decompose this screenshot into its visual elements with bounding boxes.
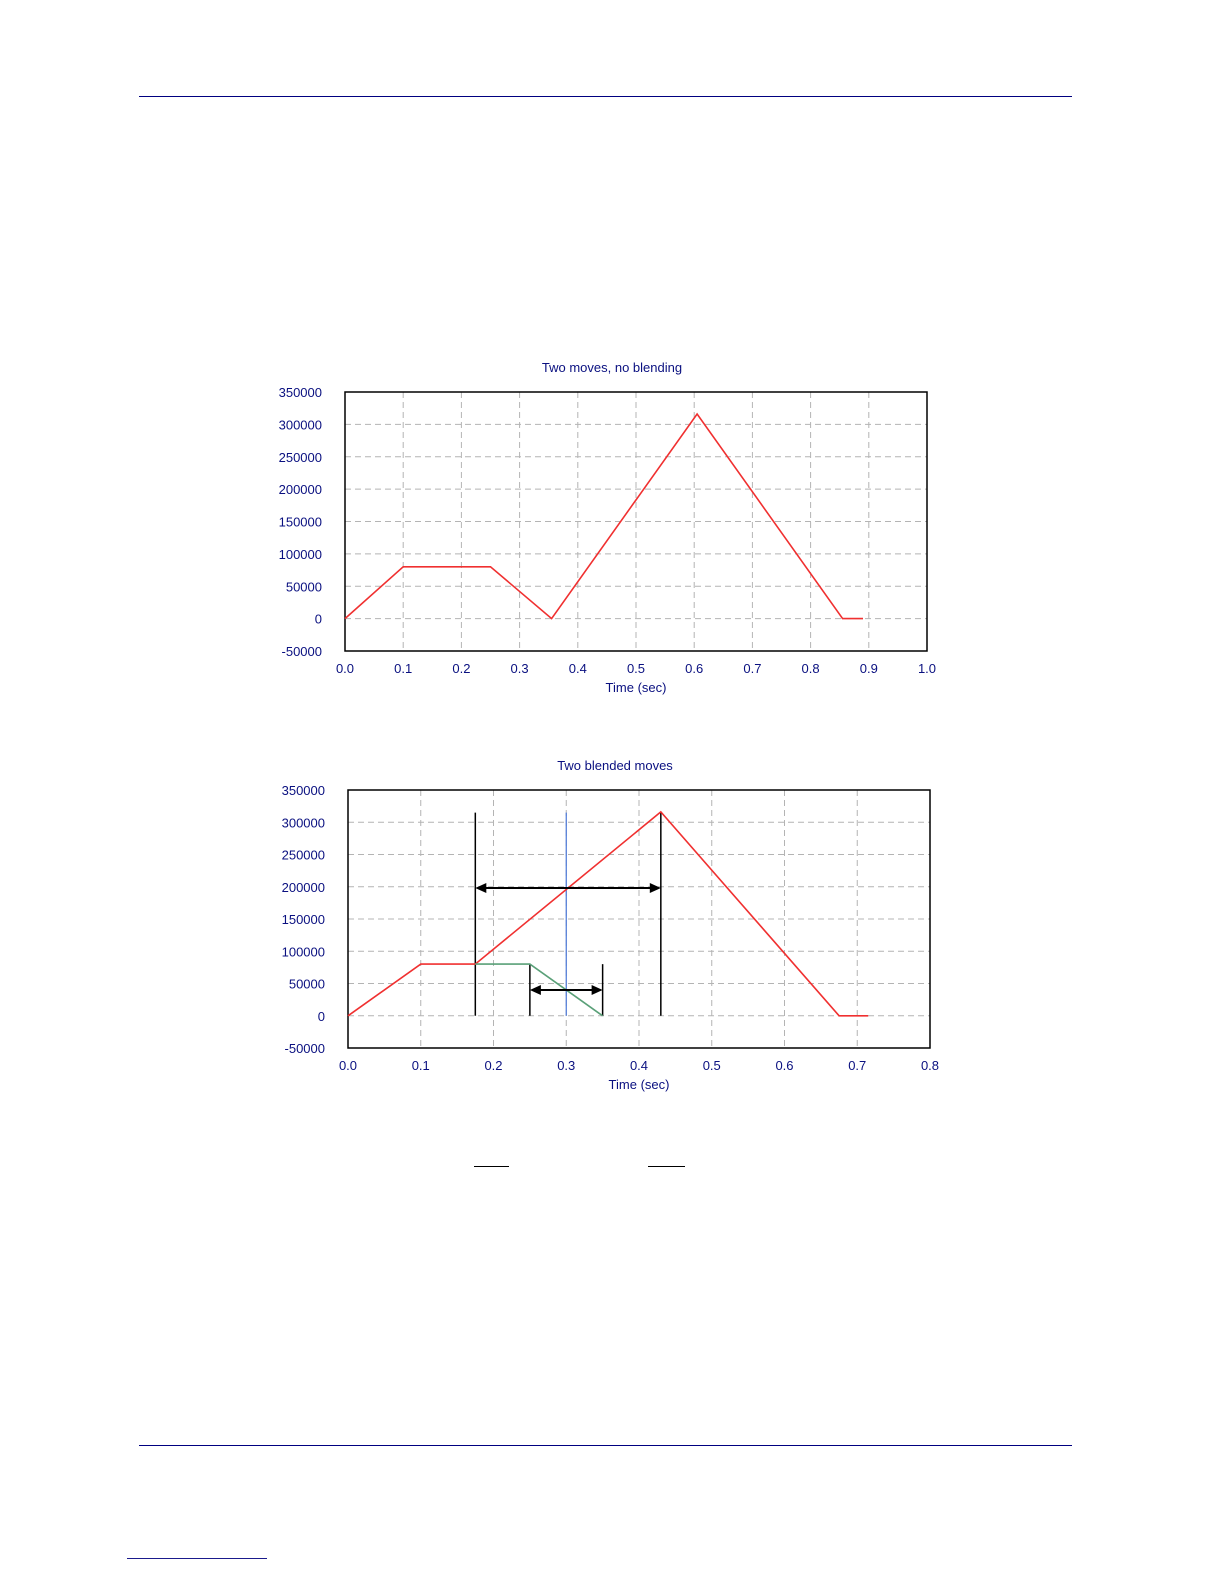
- x-tick-label: 0.4: [569, 661, 587, 676]
- x-tick-label: 0.8: [802, 661, 820, 676]
- annotation-arrowhead-left: [529, 984, 541, 995]
- fraction-bar: [648, 1166, 685, 1167]
- series-line-1: [475, 963, 604, 1017]
- y-tick-label: 250000: [282, 848, 325, 863]
- y-tick-label: 300000: [279, 417, 322, 432]
- y-tick-label: 200000: [279, 482, 322, 497]
- y-tick-label: 0: [318, 1009, 325, 1024]
- x-tick-label: 0.4: [630, 1058, 648, 1073]
- y-tick-label: 350000: [282, 783, 325, 798]
- x-tick-label: 0.1: [394, 661, 412, 676]
- x-tick-label: 0.8: [921, 1058, 939, 1073]
- fraction-bar: [474, 1166, 509, 1167]
- x-tick-label: 0.9: [860, 661, 878, 676]
- x-tick-label: 1.0: [918, 661, 936, 676]
- x-axis-label: Time (sec): [606, 680, 667, 695]
- y-tick-label: 0: [315, 612, 322, 627]
- y-tick-label: 350000: [279, 385, 322, 400]
- x-tick-label: 0.1: [412, 1058, 430, 1073]
- annotation-arrowhead-right: [649, 883, 661, 894]
- x-tick-label: 0.2: [484, 1058, 502, 1073]
- y-tick-label: -50000: [285, 1041, 325, 1056]
- y-tick-label: 150000: [279, 515, 322, 530]
- annotation-arrowhead-left: [475, 883, 487, 894]
- y-tick-label: 250000: [279, 450, 322, 465]
- y-tick-label: 100000: [279, 547, 322, 562]
- x-tick-label: 0.5: [703, 1058, 721, 1073]
- x-tick-label: 0.3: [511, 661, 529, 676]
- y-tick-label: 300000: [282, 815, 325, 830]
- x-tick-label: 0.0: [339, 1058, 357, 1073]
- x-axis-label: Time (sec): [609, 1077, 670, 1092]
- x-tick-label: 0.2: [452, 661, 470, 676]
- chart-two-moves-no-blending: Two moves, no blending 0.0 0.1 0.2 0.3 0.4 0.5…: [279, 360, 936, 695]
- chart-title: Two moves, no blending: [542, 360, 682, 375]
- x-tick-label: 0.7: [743, 661, 761, 676]
- y-tick-label: 200000: [282, 880, 325, 895]
- footer-rule: [139, 1445, 1072, 1446]
- chart-two-blended-moves: Two blended moves 0.0 0.1 0.2 0.3 0.4 0.5 0.6 0.…: [282, 758, 939, 1092]
- y-tick-label: 100000: [282, 944, 325, 959]
- y-tick-label: -50000: [282, 644, 322, 659]
- footer-short-rule: [127, 1558, 267, 1559]
- y-tick-label: 150000: [282, 912, 325, 927]
- series-line-0: [344, 412, 863, 620]
- x-tick-label: 0.7: [848, 1058, 866, 1073]
- x-tick-label: 0.3: [557, 1058, 575, 1073]
- series-line-0: [347, 810, 869, 1017]
- chart-title: Two blended moves: [557, 758, 673, 773]
- annotation-arrowhead-right: [591, 984, 603, 995]
- plot-area: [347, 789, 931, 1049]
- x-tick-label: 0.5: [627, 661, 645, 676]
- x-tick-label: 0.0: [336, 661, 354, 676]
- y-tick-label: 50000: [289, 977, 325, 992]
- y-tick-label: 50000: [286, 579, 322, 594]
- x-tick-label: 0.6: [685, 661, 703, 676]
- header-rule: [139, 96, 1072, 97]
- x-tick-label: 0.6: [775, 1058, 793, 1073]
- plot-area: [344, 391, 928, 652]
